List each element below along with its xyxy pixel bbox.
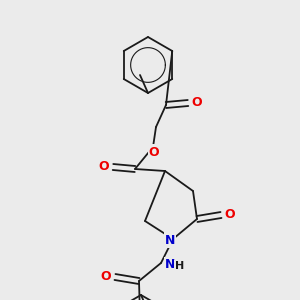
Text: N: N [165,233,175,247]
Text: O: O [101,271,111,284]
Text: O: O [149,146,159,158]
Text: O: O [225,208,235,221]
Text: H: H [175,261,184,271]
Text: O: O [192,97,202,110]
Text: O: O [99,160,109,173]
Text: N: N [165,259,175,272]
